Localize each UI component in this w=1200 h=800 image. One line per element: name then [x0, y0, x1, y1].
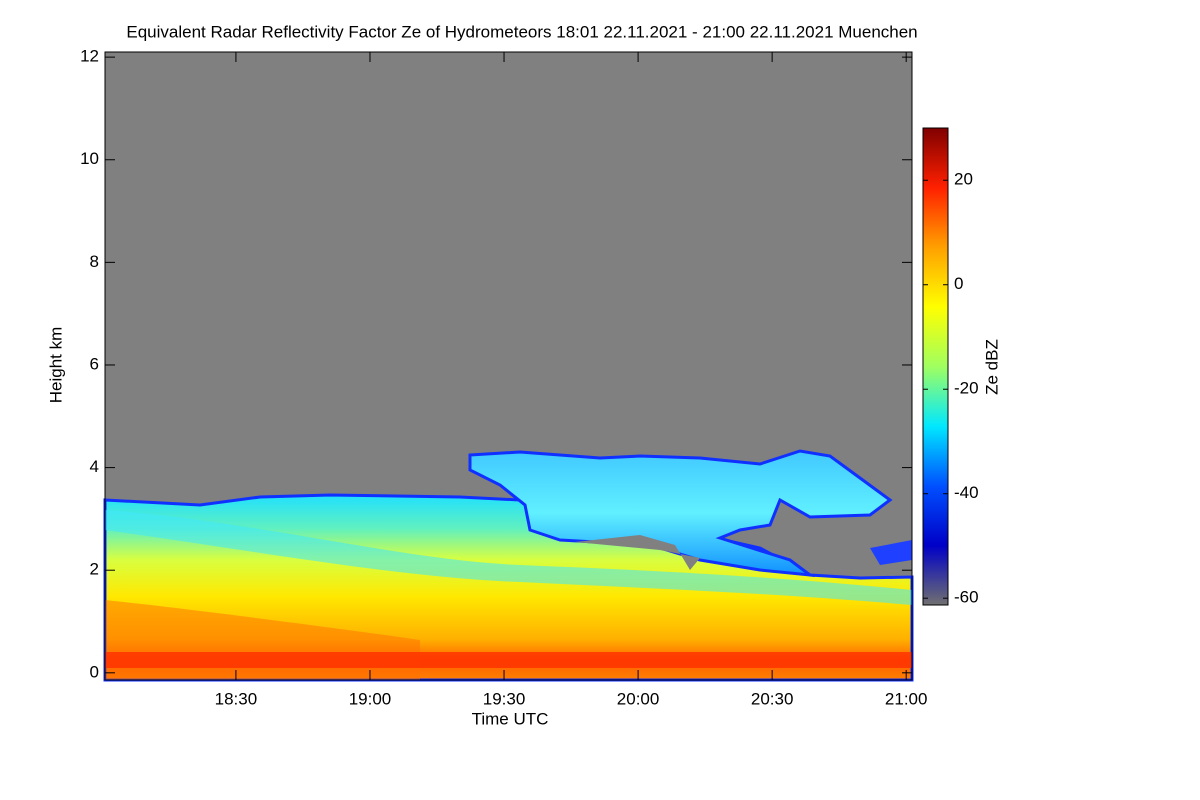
x-tick-label: 20:30 [751, 689, 794, 708]
gap [575, 535, 700, 570]
colorbar-tick-label: -40 [954, 483, 979, 502]
edge-echo [870, 540, 912, 565]
y-tick-label: 4 [90, 457, 99, 476]
y-tick-label: 2 [90, 560, 99, 579]
x-tick-label: 21:00 [885, 689, 928, 708]
x-tick-label: 18:30 [215, 689, 258, 708]
x-tick-label: 19:00 [349, 689, 392, 708]
cloud-layer-band [105, 510, 912, 605]
colorbar [922, 127, 949, 606]
plot-frame [104, 51, 913, 681]
colorbar-label: Ze dBZ [982, 339, 1001, 395]
colorbar-tick-label: -20 [954, 379, 979, 398]
x-tick-label: 20:00 [617, 689, 660, 708]
chart-title: Equivalent Radar Reflectivity Factor Ze … [126, 22, 917, 41]
y-tick-label: 6 [90, 354, 99, 373]
y-axis-label: Height km [46, 327, 65, 404]
colorbar-tick-label: -60 [954, 588, 979, 607]
y-tick-label: 12 [80, 47, 99, 66]
y-tick-label: 10 [80, 149, 99, 168]
y-tick-label: 8 [90, 252, 99, 271]
melting-band [105, 652, 912, 668]
y-tick-label: 0 [90, 662, 99, 681]
x-tick-label: 19:30 [483, 689, 526, 708]
radar-field [103, 52, 914, 682]
colorbar-tick-label: 0 [954, 274, 963, 293]
colorbar-tick-label: 20 [954, 170, 973, 189]
x-axis-label: Time UTC [472, 709, 549, 728]
upper-cloud [468, 449, 893, 578]
